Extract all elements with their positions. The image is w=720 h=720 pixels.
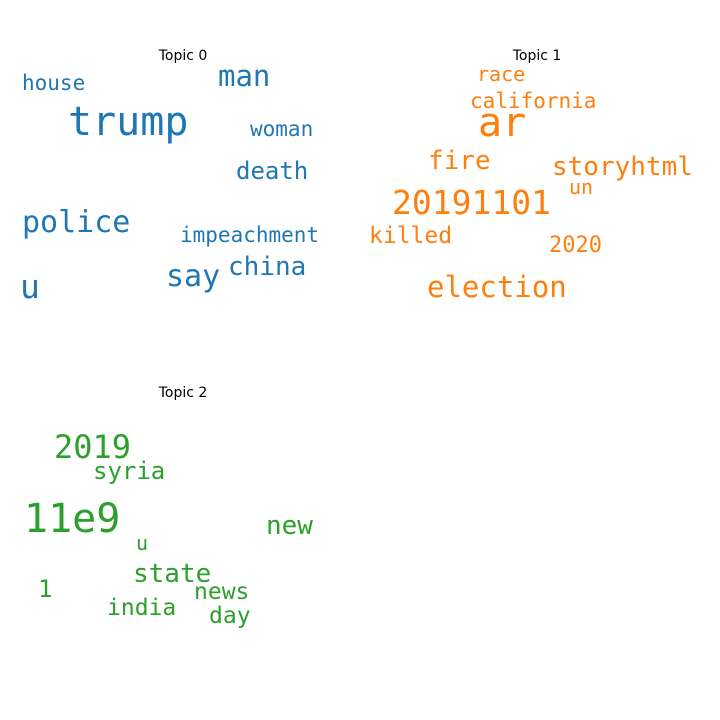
topic-0-word-say: say: [166, 259, 221, 294]
topic-2-word-day: day: [209, 603, 251, 629]
topic-1-word-un: un: [569, 175, 594, 199]
topic-2-word-syria: syria: [93, 457, 166, 485]
topic-0-word-impeachment: impeachment: [180, 223, 320, 247]
topic-1-word-election: election: [427, 270, 567, 304]
topic-1-word-fire: fire: [428, 146, 491, 176]
topic-1-word-california: california: [470, 89, 597, 113]
topic-2-word-2019: 2019: [54, 428, 132, 466]
topic-1-title: Topic 1: [512, 48, 562, 64]
topic-1-word-storyhtml: storyhtml: [552, 152, 693, 182]
topic-0-panel: Topic 0 trump police man u say china dea…: [18, 48, 348, 368]
topic-1-word-2020: 2020: [549, 233, 602, 258]
topic-0-word-woman: woman: [250, 117, 314, 141]
topic-1-panel: Topic 1 ar 20191101 election storyhtml f…: [369, 48, 702, 368]
topic-1-word-killed: killed: [369, 223, 453, 249]
topic-0-title: Topic 0: [158, 48, 208, 64]
topic-0-word-man: man: [218, 59, 271, 93]
topic-2-word-new: new: [266, 511, 313, 541]
topic-2-panel: Topic 2 11e9 2019 new state syria india …: [18, 385, 348, 705]
topic-2-word-news: news: [194, 579, 250, 605]
topic-2-word-11e9: 11e9: [24, 496, 121, 542]
topic-2-title: Topic 2: [158, 385, 208, 401]
topic-0-word-death: death: [236, 157, 309, 185]
topic-1-word-race: race: [477, 62, 526, 86]
topic-2-word-state: state: [133, 559, 212, 589]
topic-2-word-1: 1: [38, 575, 53, 603]
topic-1-word-20191101: 20191101: [392, 183, 551, 222]
topic-0-word-house: house: [22, 71, 86, 95]
topic-0-word-china: china: [228, 252, 307, 282]
topic-0-word-police: police: [22, 205, 131, 240]
topic-0-word-u: u: [20, 267, 40, 306]
topic-2-word-india: india: [107, 595, 177, 621]
topic-1-word-ar: ar: [478, 100, 527, 146]
topic-2-word-u: u: [136, 531, 149, 555]
topic-0-word-trump: trump: [68, 99, 189, 145]
